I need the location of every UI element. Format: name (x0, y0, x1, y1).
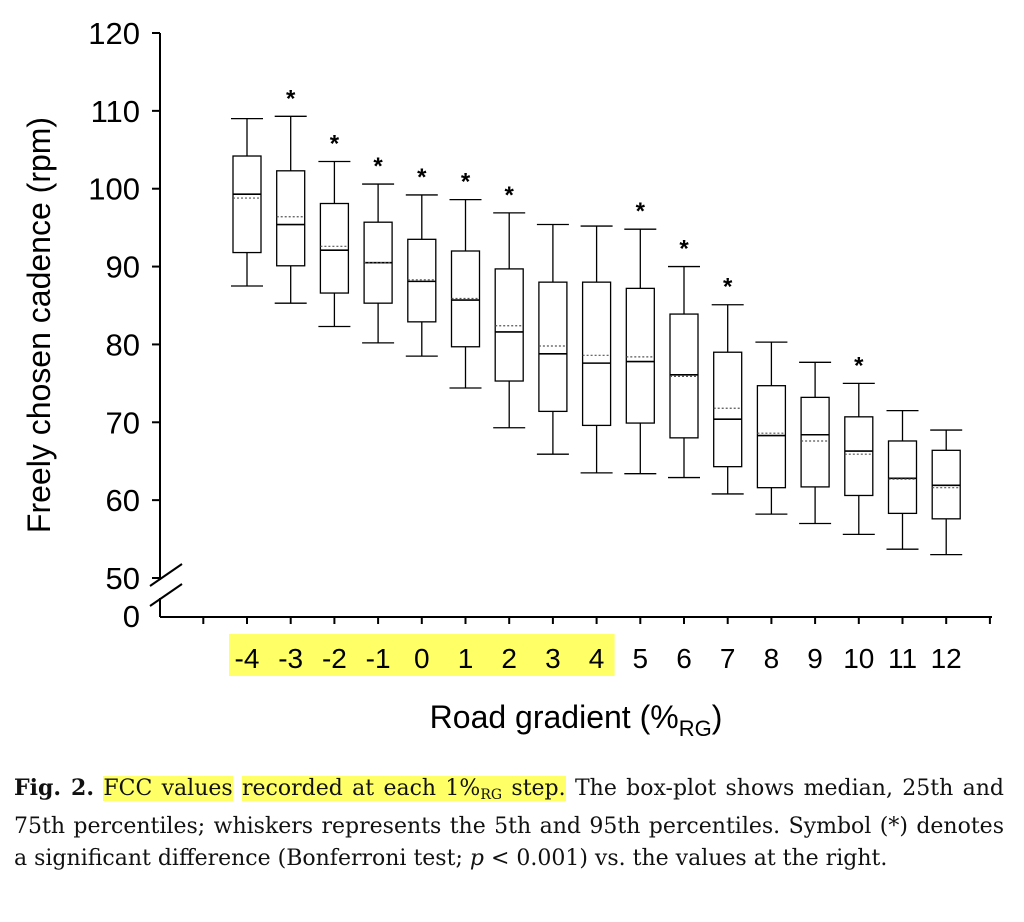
caption-fig-label: Fig. 2. (14, 775, 94, 801)
box--2: * (318, 130, 351, 328)
iqr-box (800, 396, 830, 488)
significance-star: * (723, 274, 733, 301)
y-tick-label: 60 (106, 483, 140, 518)
significance-star: * (636, 198, 646, 225)
significance-star: * (286, 85, 296, 112)
x-tick-label: 3 (545, 643, 561, 674)
box-12 (930, 429, 963, 556)
boxes: * * * * * * * * * * (231, 85, 963, 556)
iqr-box (494, 268, 524, 382)
iqr-box (581, 281, 612, 427)
caption-hl2-pre: recorded at each 1% (242, 776, 481, 801)
caption-highlight-1: FCC values (103, 776, 233, 801)
box-0: * (405, 164, 438, 357)
iqr-box (319, 202, 350, 294)
y-axis-label: Freely chosen cadence (rpm) (21, 117, 57, 533)
box--3: * (274, 85, 307, 304)
box-9 (799, 361, 832, 525)
x-tick-label: 12 (931, 643, 962, 674)
x-tick-label: 7 (720, 643, 736, 674)
x-tick-label: 10 (843, 643, 874, 674)
y-break-label: 0 (123, 599, 140, 634)
x-tick-label: -3 (278, 643, 303, 674)
iqr-box (625, 287, 655, 424)
y-tick-label: 110 (91, 94, 140, 129)
iqr-box (887, 440, 918, 515)
x-tick-label: 11 (888, 643, 917, 674)
iqr-box (276, 170, 306, 267)
axes (149, 33, 992, 618)
box-7: * (711, 274, 744, 495)
caption-p-symbol: p (469, 846, 484, 871)
box-10: * (842, 352, 875, 536)
iqr-box (538, 281, 568, 413)
x-tick-label: 1 (458, 643, 474, 674)
axis-break-mark-upper (149, 563, 183, 587)
x-highlight-layer (229, 634, 615, 676)
box-3 (536, 223, 569, 455)
x-tick-label: -2 (322, 643, 347, 674)
y-tick-label: 120 (88, 16, 140, 51)
box--4 (231, 117, 263, 287)
box-2: * (493, 182, 526, 429)
significance-star: * (461, 169, 471, 196)
caption-body-a: The box-plot shows median, 25th and 75th… (14, 776, 1004, 871)
significance-star: * (373, 153, 383, 180)
y-tick-label: 50 (106, 561, 140, 596)
box-8 (755, 341, 788, 515)
caption-highlight-2: recorded at each 1%RG step. (242, 776, 566, 803)
iqr-box (844, 416, 874, 497)
figure-caption: Fig. 2. FCC values recorded at each 1%RG… (14, 772, 1004, 875)
x-tick-label: 2 (501, 643, 517, 674)
x-axis-label-sub: RG (679, 716, 712, 741)
x-tick-label: 5 (633, 643, 649, 674)
x-ticks: -4 -3 -2 -1 0 1 2 3 4 5 6 7 8 9 10 11 12 (202, 617, 991, 674)
x-tick-label: 9 (807, 643, 823, 674)
box-6: * (668, 236, 700, 479)
x-label-highlight (229, 634, 615, 676)
box-5: * (624, 198, 657, 475)
caption-gap (233, 776, 242, 801)
box--1: * (362, 153, 395, 344)
box-11 (886, 409, 919, 550)
iqr-box (756, 385, 787, 489)
y-tick-label: 90 (106, 250, 140, 285)
significance-star: * (417, 164, 427, 191)
x-tick-label: 4 (589, 643, 605, 674)
significance-star: * (330, 130, 340, 157)
iqr-box (232, 155, 262, 254)
caption-hl2-post: step. (502, 776, 566, 801)
box-1: * (449, 169, 482, 389)
x-axis-label-close: ) (712, 699, 723, 735)
x-tick-label: 8 (764, 643, 780, 674)
significance-star: * (854, 352, 864, 379)
y-tick-label: 80 (106, 327, 140, 362)
axis-break-mark-lower (149, 583, 183, 607)
x-axis-label-main: Road gradient (% (430, 699, 679, 735)
iqr-box (713, 351, 743, 468)
y-tick-label: 70 (106, 405, 140, 440)
significance-star: * (679, 236, 689, 263)
y-tick-label: 100 (88, 172, 140, 207)
caption-hl2-sub: RG (480, 787, 503, 803)
significance-star: * (505, 182, 515, 209)
x-tick-label: 6 (676, 643, 692, 674)
box-4 (580, 225, 613, 474)
x-tick-label: 0 (414, 643, 430, 674)
caption-body-b: < 0.001) vs. the values at the right. (483, 846, 888, 871)
y-ticks: 120 110 100 90 80 70 60 50 (88, 16, 160, 596)
x-axis-label: Road gradient (%RG) (430, 699, 723, 741)
x-tick-label: -1 (366, 643, 391, 674)
x-tick-label: -4 (235, 643, 260, 674)
